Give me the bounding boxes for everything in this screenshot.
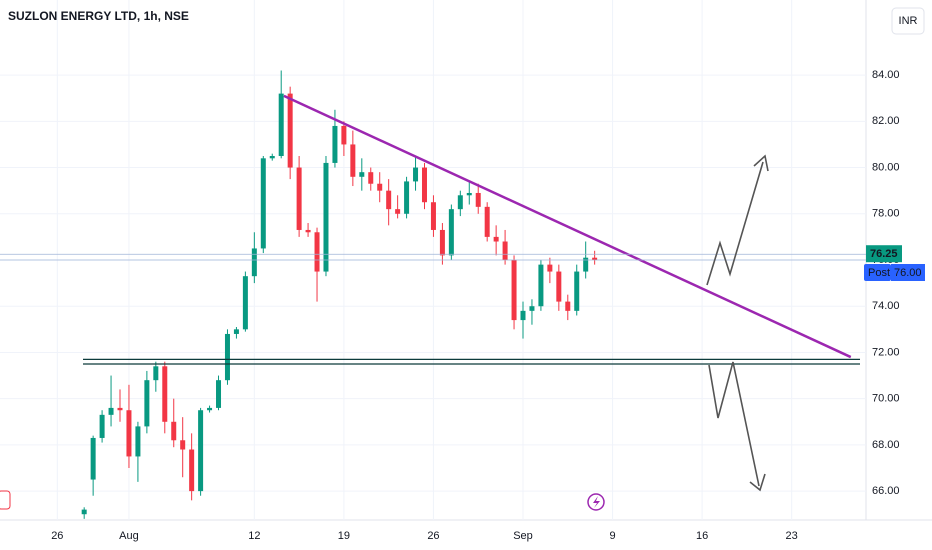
marks xyxy=(0,70,866,519)
last-price-tag xyxy=(866,245,902,263)
candle-body xyxy=(430,202,436,230)
candle-body xyxy=(207,407,213,411)
candle-body xyxy=(520,310,526,321)
event-icon[interactable] xyxy=(587,493,605,511)
y-tick-label: 84.00 xyxy=(872,69,900,81)
x-tick-label: Aug xyxy=(119,530,139,542)
down-arrow xyxy=(708,361,760,487)
candle-body xyxy=(368,172,374,184)
candle-body xyxy=(529,306,535,311)
candle-body xyxy=(386,190,392,210)
up-arrow xyxy=(706,161,764,286)
y-tick-label: 82.00 xyxy=(872,115,900,127)
currency-label: INR xyxy=(899,15,918,27)
y-tick-label: 70.00 xyxy=(872,393,900,405)
x-tick-label: 26 xyxy=(51,530,63,542)
candle-body xyxy=(233,329,239,334)
candle-body xyxy=(439,229,445,256)
candle-body xyxy=(287,93,293,168)
candle-body xyxy=(314,232,320,272)
down-arrow-head xyxy=(749,473,766,492)
chart-title: SUZLON ENERGY LTD, 1h, NSE xyxy=(8,9,189,23)
candle-body xyxy=(180,440,186,450)
candle-body xyxy=(108,407,114,415)
candle-body xyxy=(224,333,230,381)
y-tick-label: 74.00 xyxy=(872,300,900,312)
candle-body xyxy=(583,257,589,272)
post-price-label: 76.00 xyxy=(894,267,922,279)
candle-body xyxy=(242,276,248,330)
x-tick-label: 19 xyxy=(338,530,350,542)
candle-body xyxy=(395,209,401,214)
candle-body xyxy=(216,380,222,408)
candle-body xyxy=(332,125,338,163)
candle-body xyxy=(144,380,150,427)
candle-body xyxy=(296,167,302,230)
candle-body xyxy=(538,264,544,307)
candle-body xyxy=(592,257,598,260)
candle-body xyxy=(359,172,365,177)
candle-body xyxy=(81,509,87,515)
candle-body xyxy=(511,260,517,321)
trendline xyxy=(283,94,852,359)
candle-body xyxy=(135,426,141,457)
candle-body xyxy=(278,93,284,156)
candle-body xyxy=(198,410,204,492)
candle-body xyxy=(323,162,329,272)
candle-body xyxy=(90,437,96,480)
candle-body xyxy=(126,410,132,457)
candle-body xyxy=(377,183,383,191)
earnings-icon[interactable] xyxy=(0,490,11,510)
x-tick-label: 23 xyxy=(786,530,798,542)
post-name-tag xyxy=(864,264,891,281)
y-tick-label: 72.00 xyxy=(872,346,900,358)
candle-body xyxy=(502,241,508,260)
candle-body xyxy=(350,144,356,177)
up-arrow-head xyxy=(753,154,769,172)
candle-body xyxy=(404,181,410,214)
last-price-label: 76.25 xyxy=(870,248,898,260)
y-tick-label: 68.00 xyxy=(872,439,900,451)
x-tick-label: 12 xyxy=(248,530,260,542)
candle-body xyxy=(574,271,580,311)
candle-body xyxy=(305,229,311,233)
x-tick-label: Sep xyxy=(513,530,533,542)
candle-body xyxy=(475,192,481,207)
post-name: Post xyxy=(868,267,890,279)
candle-body xyxy=(99,414,105,438)
y-tick-label: 80.00 xyxy=(872,161,900,173)
candle-body xyxy=(153,366,159,381)
y-tick-label: 78.00 xyxy=(872,208,900,220)
candle-body xyxy=(117,407,123,411)
overlay xyxy=(0,7,925,511)
y-tick-label: 66.00 xyxy=(872,485,900,497)
candle-body xyxy=(421,167,427,203)
x-tick-label: 16 xyxy=(696,530,708,542)
candle-body xyxy=(547,264,553,272)
candle-body xyxy=(466,192,472,196)
candle-body xyxy=(565,301,571,311)
x-tick-label: 9 xyxy=(609,530,615,542)
candle-body xyxy=(493,236,499,242)
candle-body xyxy=(171,421,177,441)
candle-body xyxy=(484,206,490,237)
candle-body xyxy=(260,158,266,249)
candle-body xyxy=(556,271,562,302)
event-bolt xyxy=(593,496,600,508)
candle-body xyxy=(162,366,168,422)
x-tick-label: 26 xyxy=(427,530,439,542)
currency-button[interactable] xyxy=(891,7,925,35)
candle-body xyxy=(269,156,275,159)
candle-body xyxy=(189,449,195,492)
post-price-tag xyxy=(891,264,925,281)
candle-body xyxy=(413,167,419,182)
candle-body xyxy=(457,195,463,210)
candle-body xyxy=(448,209,454,256)
candle-body xyxy=(341,125,347,145)
candle-body xyxy=(251,248,257,277)
